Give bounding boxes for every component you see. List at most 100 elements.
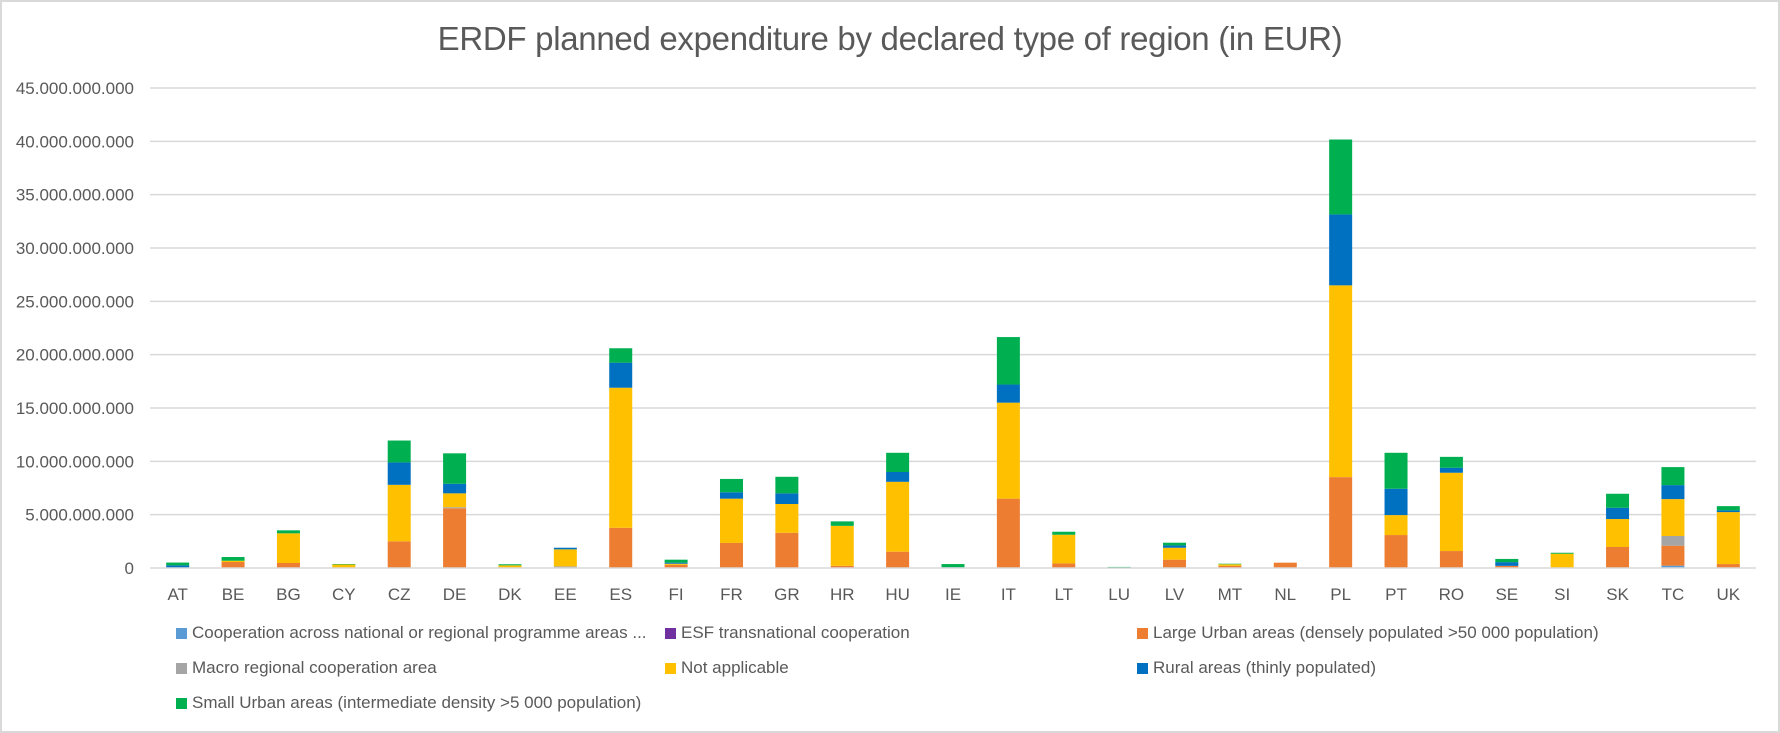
bar-segment [1716,564,1740,568]
bar-segment [1384,488,1408,516]
bar-stack-fr [719,478,743,568]
legend-item[interactable]: Rural areas (thinly populated) [1137,658,1376,678]
bar-segment [221,560,245,563]
bar-segment [719,492,743,499]
bar-segment [996,384,1020,403]
y-tick-label: 35.000.000.000 [16,186,134,205]
x-tick-label: RO [1439,585,1465,604]
bar-segment [387,462,411,485]
legend-label: Large Urban areas (densely populated >50… [1153,623,1599,642]
bar-segment [443,493,467,508]
bar-segment [775,476,799,494]
bar-stack-gr [775,476,799,568]
bar-segment [719,478,743,493]
bar-stack-nl [1273,562,1297,568]
legend-swatch [176,662,187,674]
legend-swatch [665,627,676,639]
bar-segment [1495,565,1519,568]
bar-segment [609,527,633,568]
legend-swatch [176,697,187,709]
bar-segment [1439,456,1463,468]
x-tick-label: BE [222,585,245,604]
bar-segment [166,565,190,568]
bar-stack-se [1495,558,1519,568]
legend-label: ESF transnational cooperation [681,623,910,642]
legend-item[interactable]: Cooperation across national or regional … [176,623,647,643]
bar-segment [387,484,411,542]
y-tick-label: 10.000.000.000 [16,452,134,471]
x-tick-label: FR [720,585,743,604]
bar-segment [1661,499,1685,536]
bar-segment [221,562,245,568]
bar-segment [1163,559,1187,568]
bar-segment [1550,552,1574,554]
bar-segment [830,525,854,566]
bar-segment [553,547,577,550]
bar-stacks [166,139,1740,569]
legend-label: Not applicable [681,658,789,677]
bar-segment [443,453,467,484]
y-tick-label: 15.000.000.000 [16,399,134,418]
bar-segment [664,562,688,564]
bar-segment [1606,493,1630,508]
bar-stack-si [1550,552,1574,568]
bar-stack-lv [1163,542,1187,568]
legend-item[interactable]: Not applicable [665,658,789,678]
bar-segment [830,521,854,526]
bar-segment [443,507,467,509]
bar-segment [719,498,743,543]
bar-stack-mt [1218,563,1242,568]
bar-stack-de [443,453,467,568]
bar-stack-lt [1052,531,1076,568]
bar-segment [1384,452,1408,489]
bar-segment [775,532,799,568]
x-tick-label: PL [1330,585,1351,604]
legend-item[interactable]: Large Urban areas (densely populated >50… [1137,623,1599,643]
bar-segment [886,472,910,482]
x-tick-label: TC [1662,585,1685,604]
bar-stack-es [609,348,633,568]
bar-segment [1606,519,1630,547]
y-axis-ticks: 0 5.000.000.000 10.000.000.000 15.000.000.0… [16,79,134,578]
legend-swatch [176,627,187,639]
bar-stack-pl [1329,139,1353,568]
bar-stack-ee [553,547,577,568]
x-tick-label: SE [1495,585,1518,604]
legend-label: Rural areas (thinly populated) [1153,658,1377,677]
y-tick-label: 30.000.000.000 [16,239,134,258]
x-tick-label: HR [830,585,855,604]
bar-segment [1329,139,1353,215]
bar-stack-bg [276,530,300,568]
bar-segment [1439,467,1463,473]
y-tick-label: 5.000.000.000 [25,506,134,525]
bar-segment [1716,510,1740,513]
bar-segment [830,565,854,568]
x-tick-label: MT [1218,585,1243,604]
legend-item[interactable]: Macro regional cooperation area [176,658,437,678]
bar-segment [996,402,1020,499]
bar-segment [1384,535,1408,568]
bar-segment [1163,547,1187,560]
bar-stack-it [996,337,1020,568]
y-tick-label: 20.000.000.000 [16,346,134,365]
legend-item[interactable]: ESF transnational cooperation [665,623,910,643]
bar-segment [221,557,245,561]
bar-segment [1550,553,1574,568]
bar-stack-cz [387,440,411,568]
bar-stack-pt [1384,452,1408,568]
bar-segment [1661,536,1685,546]
bar-segment [1329,477,1353,568]
x-tick-label: BG [276,585,301,604]
bar-stack-uk [1716,506,1740,568]
legend-item[interactable]: Small Urban areas (intermediate density … [176,693,641,713]
bar-segment [332,564,356,565]
bar-segment [609,362,633,388]
bar-segment [1606,507,1630,520]
bar-segment [1439,551,1463,568]
bar-segment [1218,565,1242,568]
bar-segment [1218,564,1242,566]
bar-segment [443,508,467,568]
bar-segment [775,504,799,533]
